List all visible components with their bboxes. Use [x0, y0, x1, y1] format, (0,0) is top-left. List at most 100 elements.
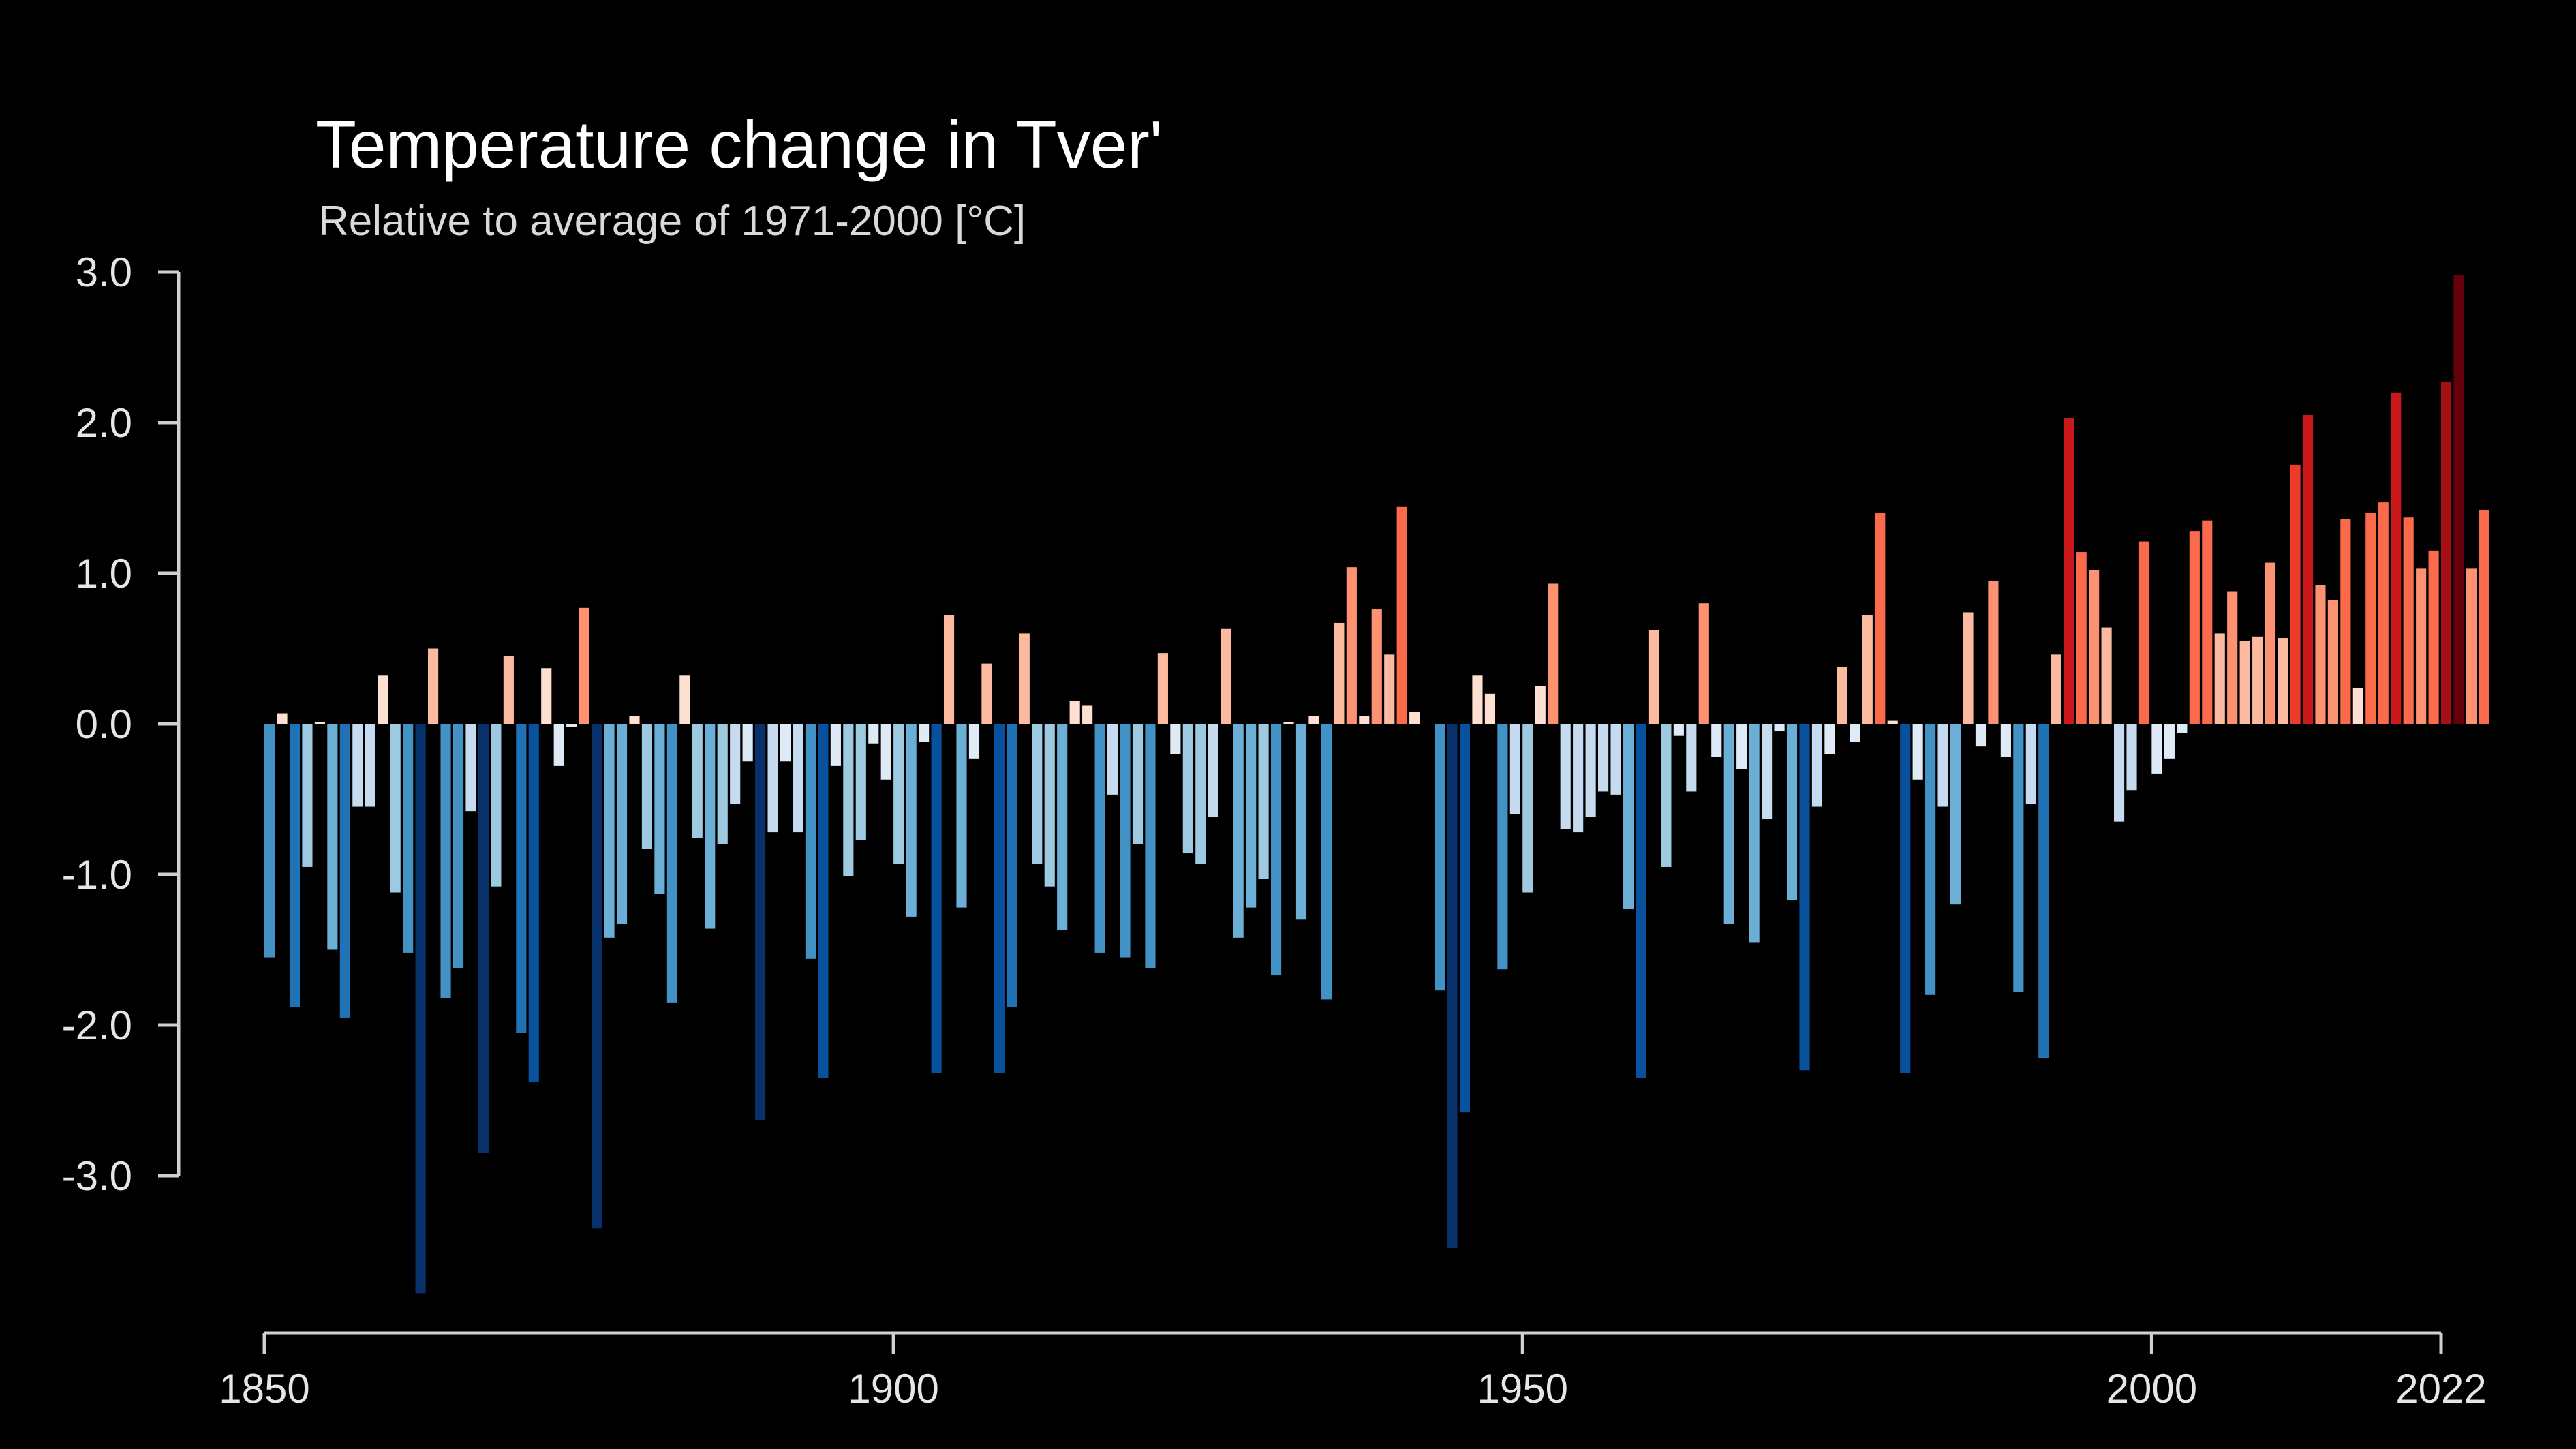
bars-group	[264, 275, 2489, 1294]
bar-1998	[2126, 724, 2137, 791]
bar-2011	[2290, 464, 2301, 724]
bar-1957	[1610, 724, 1621, 795]
bar-1883	[679, 675, 690, 724]
bar-1925	[1208, 724, 1218, 818]
bar-1924	[1195, 724, 1206, 864]
bar-1985	[1963, 612, 1974, 724]
bar-1951	[1535, 686, 1546, 724]
bar-1921	[1157, 653, 1168, 724]
bar-1949	[1509, 724, 1520, 814]
bar-1928	[1246, 724, 1257, 908]
bar-1978	[1875, 513, 1886, 724]
bar-1996	[2101, 627, 2112, 724]
bar-2026	[2479, 510, 2489, 724]
bar-1986	[1975, 724, 1987, 747]
bar-1865	[453, 724, 464, 968]
bar-1914	[1069, 701, 1080, 724]
bar-1916	[1094, 724, 1105, 953]
bar-2014	[2327, 600, 2338, 724]
bar-1912	[1044, 724, 1055, 887]
bar-1861	[403, 724, 414, 953]
bar-1926	[1221, 628, 1231, 724]
bar-1909	[1007, 724, 1017, 1007]
bar-2025	[2466, 568, 2477, 724]
bar-1852	[289, 724, 301, 1007]
bar-2017	[2365, 513, 2376, 724]
bar-1965	[1711, 724, 1722, 757]
bar-1932	[1295, 724, 1307, 920]
bar-1871	[528, 724, 539, 1082]
bar-1915	[1082, 705, 1093, 724]
bar-1990	[2025, 724, 2036, 804]
bar-2005	[2214, 633, 2225, 724]
bar-1927	[1233, 724, 1244, 938]
bar-1879	[629, 716, 640, 724]
bar-1970	[1774, 724, 1785, 732]
bar-2010	[2277, 638, 2288, 724]
bar-1857	[352, 724, 363, 807]
bar-1948	[1497, 724, 1508, 970]
bar-1853	[302, 724, 313, 867]
bar-1989	[2013, 724, 2024, 992]
bar-1913	[1057, 724, 1068, 930]
bar-1962	[1673, 724, 1684, 736]
bar-2007	[2239, 641, 2250, 724]
y-tick-label: -3.0	[62, 1153, 132, 1199]
bar-1887	[730, 724, 741, 804]
x-tick-label: 2000	[2106, 1366, 2197, 1412]
bar-1894	[818, 724, 829, 1078]
bar-1893	[805, 724, 816, 959]
bar-2000	[2151, 724, 2162, 774]
bar-2008	[2252, 636, 2263, 724]
bar-1943	[1435, 724, 1445, 991]
y-tick-label: 1.0	[76, 551, 132, 596]
bar-1892	[793, 724, 803, 833]
y-tick-label: 0.0	[76, 701, 132, 747]
bar-2004	[2202, 520, 2213, 724]
bar-1872	[541, 668, 552, 724]
bar-1988	[2000, 724, 2011, 757]
bar-1971	[1786, 724, 1798, 900]
bar-1878	[616, 724, 628, 924]
x-axis: 1850 1900 1950 2000 2022	[219, 1331, 2487, 1412]
bar-1920	[1145, 724, 1156, 968]
bar-1931	[1283, 722, 1294, 724]
bar-1858	[365, 724, 375, 807]
bar-1876	[592, 724, 602, 1229]
bar-1952	[1548, 583, 1559, 724]
y-tick-label: 2.0	[76, 400, 132, 446]
bar-2001	[2164, 724, 2175, 759]
bar-1968	[1749, 724, 1760, 943]
bar-1930	[1270, 724, 1282, 976]
bar-1875	[579, 607, 589, 724]
bar-1907	[981, 663, 992, 724]
y-tick-label: -1.0	[62, 852, 132, 898]
bar-1901	[906, 724, 917, 917]
bar-1939	[1384, 654, 1395, 724]
bar-1874	[566, 724, 577, 727]
bar-1982	[1925, 724, 1936, 995]
bar-1877	[604, 724, 615, 938]
bar-1902	[919, 724, 930, 742]
bar-1933	[1308, 716, 1319, 724]
bar-2021	[2416, 568, 2427, 724]
bar-1884	[692, 724, 703, 838]
bar-1870	[516, 724, 527, 1033]
bar-1972	[1799, 724, 1810, 1071]
bar-1944	[1447, 724, 1458, 1249]
bar-1994	[2076, 552, 2087, 724]
x-tick-label: 1900	[848, 1366, 938, 1412]
bar-1898	[868, 724, 879, 744]
bar-1890	[767, 724, 778, 833]
bar-1955	[1585, 724, 1596, 818]
bar-1993	[2064, 418, 2074, 724]
y-tick-label: -2.0	[62, 1003, 132, 1048]
bar-2020	[2403, 517, 2414, 724]
bar-2009	[2265, 562, 2275, 724]
bar-2015	[2340, 519, 2351, 724]
bar-1885	[705, 724, 716, 929]
bar-1906	[968, 724, 980, 759]
bar-2002	[2177, 724, 2188, 733]
bar-1937	[1359, 716, 1370, 724]
bar-1959	[1636, 724, 1646, 1078]
